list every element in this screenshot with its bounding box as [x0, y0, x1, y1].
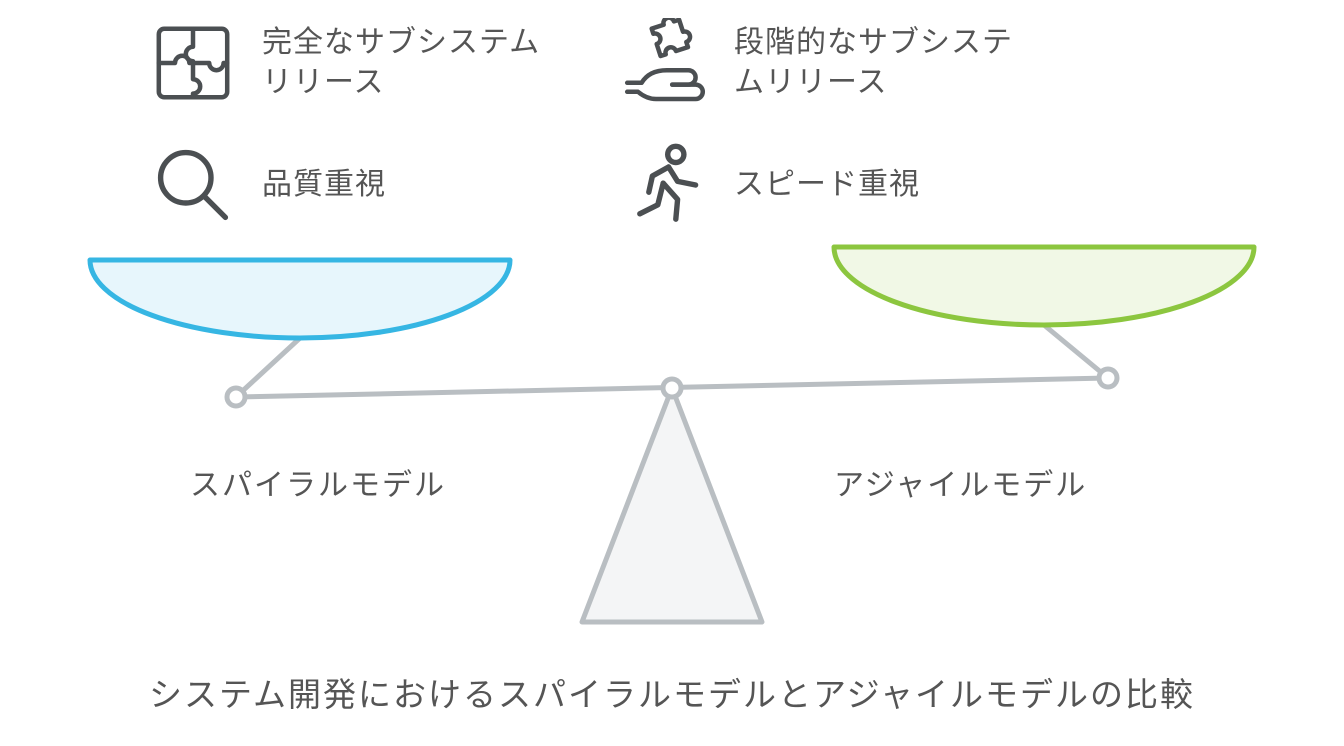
right-rod: [1044, 325, 1108, 378]
right-side-label: アジャイルモデル: [834, 460, 1087, 504]
right-bowl: [834, 247, 1254, 325]
center-joint: [663, 379, 681, 397]
left-side-label: スパイラルモデル: [190, 460, 446, 504]
diagram-caption: システム開発におけるスパイラルモデルとアジャイルモデルの比較: [0, 668, 1344, 716]
left-joint: [227, 388, 245, 406]
balance-scale: [0, 0, 1344, 746]
right-joint: [1099, 369, 1117, 387]
left-rod: [236, 338, 300, 397]
left-bowl: [90, 260, 510, 338]
fulcrum: [582, 388, 762, 622]
diagram-stage: 完全なサブシステムリリース 品質重視: [0, 0, 1344, 746]
